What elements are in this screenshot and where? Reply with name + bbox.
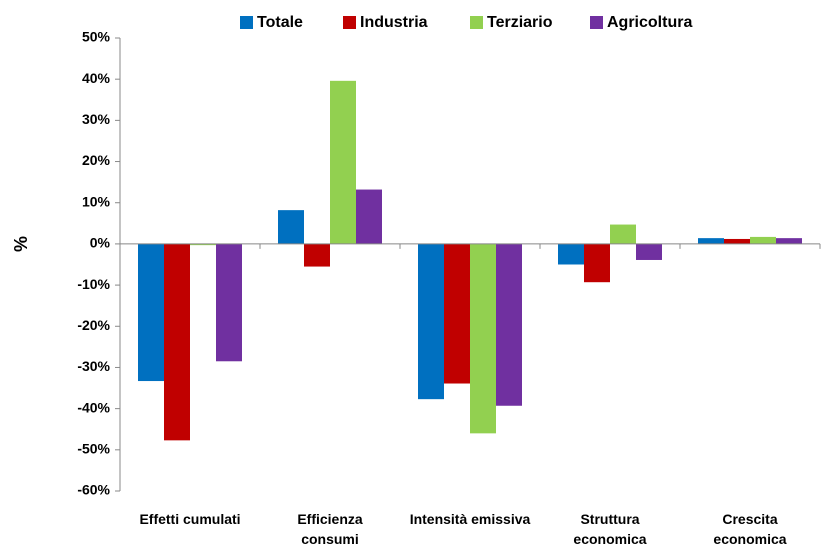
y-tick-label: -50% xyxy=(77,441,110,457)
bar xyxy=(164,243,190,441)
bar xyxy=(610,224,636,244)
legend-swatch xyxy=(590,16,603,29)
bar xyxy=(216,243,242,362)
bar xyxy=(584,243,610,283)
bar xyxy=(330,80,356,244)
legend-swatch xyxy=(343,16,356,29)
legend-label: Totale xyxy=(257,14,303,31)
y-tick-label: 50% xyxy=(82,29,111,45)
bar xyxy=(278,210,304,244)
bar xyxy=(304,243,330,267)
bar xyxy=(750,236,776,244)
y-tick-label: 30% xyxy=(82,111,111,127)
bar xyxy=(418,243,444,400)
legend-label: Agricoltura xyxy=(607,14,692,31)
y-tick-label: -60% xyxy=(77,482,110,498)
y-tick-label: 20% xyxy=(82,152,111,168)
bar xyxy=(496,243,522,406)
bar xyxy=(190,243,216,246)
y-tick-label: 10% xyxy=(82,193,111,209)
y-axis-label: % xyxy=(11,236,31,252)
legend-label: Terziario xyxy=(487,14,553,31)
y-tick-label: 40% xyxy=(82,70,111,86)
legend-swatch xyxy=(470,16,483,29)
legend-label: Industria xyxy=(360,14,428,31)
y-tick-label: -40% xyxy=(77,399,110,415)
bar xyxy=(558,243,584,265)
x-tick-label: Intensità emissiva xyxy=(409,511,531,527)
bar xyxy=(698,238,724,244)
bar xyxy=(470,243,496,434)
bar xyxy=(356,189,382,244)
legend-swatch xyxy=(240,16,253,29)
bar xyxy=(138,243,164,382)
bar xyxy=(776,238,802,244)
x-tick-label: Crescita economica xyxy=(713,511,787,547)
y-tick-label: -20% xyxy=(77,317,110,333)
bar xyxy=(636,243,662,260)
x-tick-label: Effetti cumulati xyxy=(139,511,241,527)
x-tick-label: Struttura economica xyxy=(573,511,647,547)
x-tick-label: Efficienza consumi xyxy=(297,511,363,547)
y-tick-label: 0% xyxy=(90,235,111,251)
y-tick-label: -30% xyxy=(77,358,110,374)
bar xyxy=(724,238,750,244)
bar xyxy=(444,243,470,384)
y-tick-label: -10% xyxy=(77,276,110,292)
